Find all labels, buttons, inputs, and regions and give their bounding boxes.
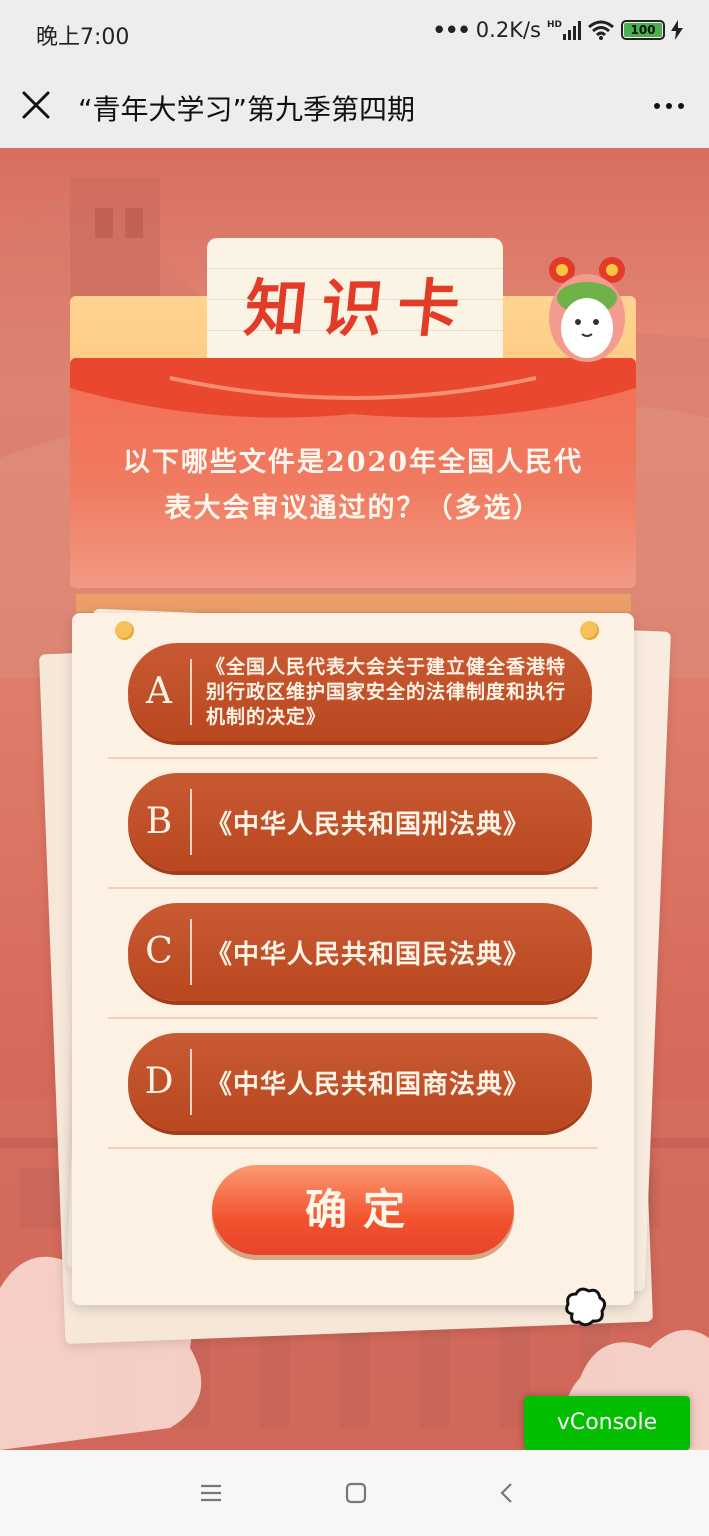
battery-icon: 100 [621, 20, 665, 40]
divider [108, 887, 598, 889]
back-icon[interactable] [492, 1478, 522, 1508]
option-c[interactable]: C 《中华人民共和国民法典》 [128, 903, 592, 1001]
battery-level: 100 [624, 23, 662, 37]
divider [108, 757, 598, 759]
option-a[interactable]: A 《全国人民代表大会关于建立健全香港特别行政区维护国家安全的法律制度和执行机制… [128, 643, 592, 741]
option-b[interactable]: B 《中华人民共和国刑法典》 [128, 773, 592, 871]
network-speed: 0.2K/s [475, 18, 541, 42]
question-text: 以下哪些文件是2020年全国人民代表大会审议通过的？（多选） [122, 447, 584, 524]
knowledge-card-header: 知识卡片 以下哪些文件是2020年全国人民代表大会审议通过的？（多选） [70, 238, 636, 596]
cloud-cursor-icon [565, 1287, 607, 1327]
answer-card: A 《全国人民代表大会关于建立健全香港特别行政区维护国家安全的法律制度和执行机制… [72, 613, 634, 1305]
divider [108, 1147, 598, 1149]
header-strip [76, 594, 631, 612]
option-text: 《中华人民共和国商法典》 [206, 1069, 531, 1100]
title-bar: “青年大学习”第九季第四期 [0, 66, 709, 148]
confirm-button[interactable]: 确定 [212, 1165, 514, 1255]
wifi-icon [588, 20, 614, 40]
option-letter: D [144, 1061, 174, 1102]
more-button[interactable] [647, 86, 691, 126]
home-icon[interactable] [341, 1478, 371, 1508]
more-icon [654, 103, 660, 109]
curtain-decoration [70, 358, 636, 418]
more-dots-icon: ••• [432, 18, 471, 42]
option-letter: A [146, 671, 172, 712]
option-letter: B [145, 801, 173, 842]
envelope-front: 以下哪些文件是2020年全国人民代表大会审议通过的？（多选） [70, 358, 636, 588]
option-letter: C [145, 931, 173, 972]
close-icon [22, 91, 50, 119]
option-text: 《全国人民代表大会关于建立健全香港特别行政区维护国家安全的法律制度和执行机制的决… [206, 655, 567, 728]
vconsole-button[interactable]: vConsole [524, 1396, 690, 1450]
page-title: “青年大学习”第九季第四期 [78, 93, 416, 126]
divider [108, 1017, 598, 1019]
signal-icon: HD [547, 20, 581, 40]
close-button[interactable] [14, 83, 58, 127]
network-type: HD [546, 20, 562, 30]
charging-icon [671, 20, 683, 40]
mascot-icon [549, 257, 625, 362]
option-text: 《中华人民共和国民法典》 [206, 939, 531, 970]
menu-icon[interactable] [196, 1478, 226, 1508]
option-text: 《中华人民共和国刑法典》 [206, 809, 531, 840]
system-nav-bar [0, 1450, 709, 1536]
option-d[interactable]: D 《中华人民共和国商法典》 [128, 1033, 592, 1131]
quiz-content: 知识卡片 以下哪些文件是2020年全国人民代表大会审议通过的？（多选） A [0, 148, 709, 1450]
pin-left [115, 621, 134, 640]
status-bar: 晚上7:00 ••• 0.2K/s HD 100 [0, 0, 709, 66]
status-time: 晚上7:00 [36, 25, 130, 50]
pin-right [580, 621, 599, 640]
status-icons: ••• 0.2K/s HD 100 [433, 18, 683, 42]
